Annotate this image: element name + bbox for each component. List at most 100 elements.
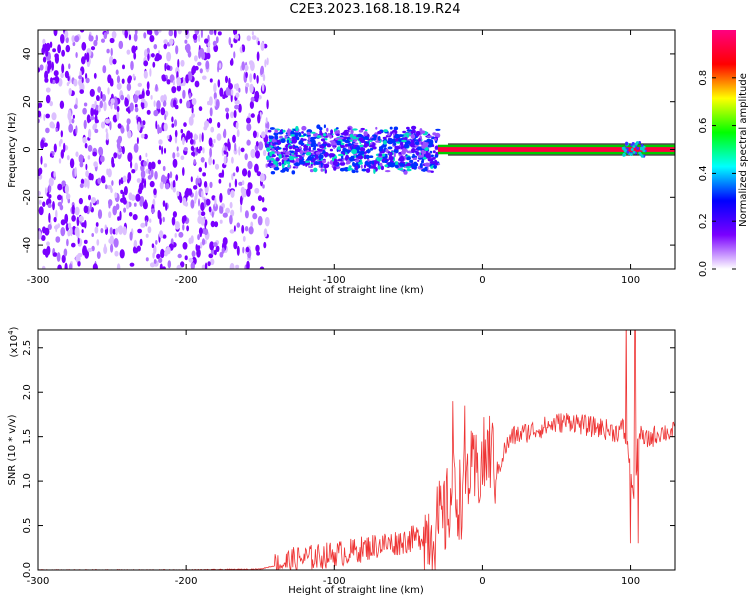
- spectrogram-cell: [238, 146, 241, 156]
- spectrogram-cell: [383, 140, 387, 145]
- spectrogram-cell: [114, 152, 117, 158]
- spectrogram-cell: [159, 181, 164, 190]
- spectrogram-cell: [171, 116, 174, 123]
- spectrogram-cell: [360, 164, 363, 169]
- spectrogram-cell: [184, 255, 188, 261]
- spectrogram-cell: [101, 38, 105, 43]
- spectrogram-cell: [351, 148, 358, 155]
- spectrogram-cell: [46, 241, 50, 247]
- spectrogram-cell: [153, 109, 159, 117]
- spectrogram-cell: [153, 245, 157, 255]
- spectrogram-cell: [225, 112, 229, 120]
- spectrogram-cell: [53, 225, 59, 230]
- spectrogram-cell: [163, 43, 168, 50]
- spectrogram-cell: [377, 136, 381, 141]
- spectrogram-cell: [117, 135, 123, 143]
- spectrogram-cell: [48, 177, 54, 187]
- spectrogram-cell: [198, 227, 203, 235]
- spectrogram-cell: [315, 154, 319, 159]
- spectrogram-cell: [246, 35, 251, 42]
- spectrogram-cell: [83, 205, 89, 214]
- spectrogram-cell: [98, 146, 103, 155]
- spectrogram-cell: [87, 62, 90, 67]
- spectrogram-cell: [89, 88, 95, 97]
- spectrogram-cell: [636, 146, 640, 150]
- spectrogram-cell: [149, 68, 152, 77]
- spectrogram-cell: [327, 161, 330, 165]
- spectrogram-cell: [631, 142, 635, 145]
- spectrogram-cell: [196, 146, 199, 153]
- spectrogram-cell: [150, 161, 156, 170]
- snr-multiplier-exponent: 4: [7, 330, 15, 335]
- spectrogram-cell: [207, 261, 211, 267]
- spectrogram-cell: [83, 119, 87, 130]
- spectrogram-cell: [295, 125, 299, 132]
- spectrogram-cell: [38, 67, 41, 73]
- spectrogram-cell: [158, 127, 163, 134]
- spectrogram-cell: [424, 162, 431, 167]
- spectrogram-cell: [371, 160, 375, 165]
- spectrogram-cell: [280, 138, 286, 143]
- spectrogram-cell: [134, 247, 139, 254]
- spectrogram-cell: [213, 203, 218, 212]
- spectrogram-cell: [233, 51, 236, 59]
- spectrogram-cell: [153, 44, 158, 50]
- spectrogram-cell: [369, 147, 374, 151]
- spectrogram-cell: [174, 221, 180, 230]
- spectrogram-cell: [68, 123, 74, 133]
- spectrogram-cell: [60, 34, 65, 44]
- spectrogram-cell: [287, 164, 290, 168]
- spectrogram-cell: [133, 94, 139, 104]
- spectrogram-cell: [61, 180, 66, 187]
- spectrogram-cell: [166, 65, 171, 71]
- spectrogram-cell: [622, 146, 626, 150]
- spectrogram-cell: [624, 142, 628, 146]
- spectrogram-cell: [52, 252, 58, 257]
- spectrogram-cell: [111, 162, 115, 168]
- spectrogram-cell: [231, 156, 234, 164]
- spectrogram-cell: [38, 110, 42, 118]
- spectrogram-cell: [177, 253, 182, 259]
- spectrogram-cell: [277, 131, 284, 135]
- spectrogram-cell: [640, 146, 643, 150]
- spectrogram-cell: [73, 78, 78, 87]
- spectrogram-cell: [361, 168, 367, 172]
- spectrogram-cell: [268, 135, 274, 140]
- spectrogram-cell: [48, 194, 52, 199]
- spectrogram-cell: [385, 148, 389, 153]
- spectrogram-cell: [92, 151, 97, 157]
- spectrogram-cell: [209, 96, 213, 106]
- spectrogram-cell: [240, 147, 245, 153]
- spectrogram-cell: [434, 154, 439, 158]
- spectrogram-cell: [200, 30, 203, 39]
- spectrogram-cell: [65, 44, 71, 53]
- spectrogram-cell: [382, 158, 385, 162]
- spectrogram-cell: [126, 49, 131, 55]
- spectrogram-cell: [103, 101, 107, 112]
- spectrogram-cell: [326, 143, 332, 148]
- spectrogram-cell: [401, 139, 407, 143]
- spectrogram-cell: [138, 187, 143, 195]
- spectrogram-cell: [222, 144, 225, 151]
- spectrogram-cell: [194, 195, 197, 204]
- spectrogram-cell: [407, 169, 410, 172]
- spectrogram-cell: [267, 129, 272, 133]
- spectrogram-cell: [75, 52, 78, 58]
- spectrogram-cell: [56, 252, 61, 262]
- spectrogram-cell: [166, 51, 172, 62]
- spectrogram-cell: [154, 30, 159, 36]
- spectrogram-cell: [200, 241, 203, 249]
- spectrogram-cell: [180, 129, 184, 134]
- spectrogram-cell: [384, 155, 388, 159]
- spectrogram-cell: [146, 30, 150, 35]
- spectrogram-cell: [61, 49, 65, 57]
- spectrogram-cell: [344, 139, 351, 144]
- spectrogram-cell: [53, 143, 57, 153]
- spectrogram-cell: [199, 146, 203, 151]
- spectrogram-cell: [310, 131, 316, 134]
- spectrogram-cell: [79, 161, 84, 168]
- spectrogram-cell: [332, 160, 339, 166]
- spectrogram-cell: [262, 207, 268, 212]
- spectrogram-cell: [273, 166, 280, 171]
- spectrogram-cell: [157, 159, 161, 165]
